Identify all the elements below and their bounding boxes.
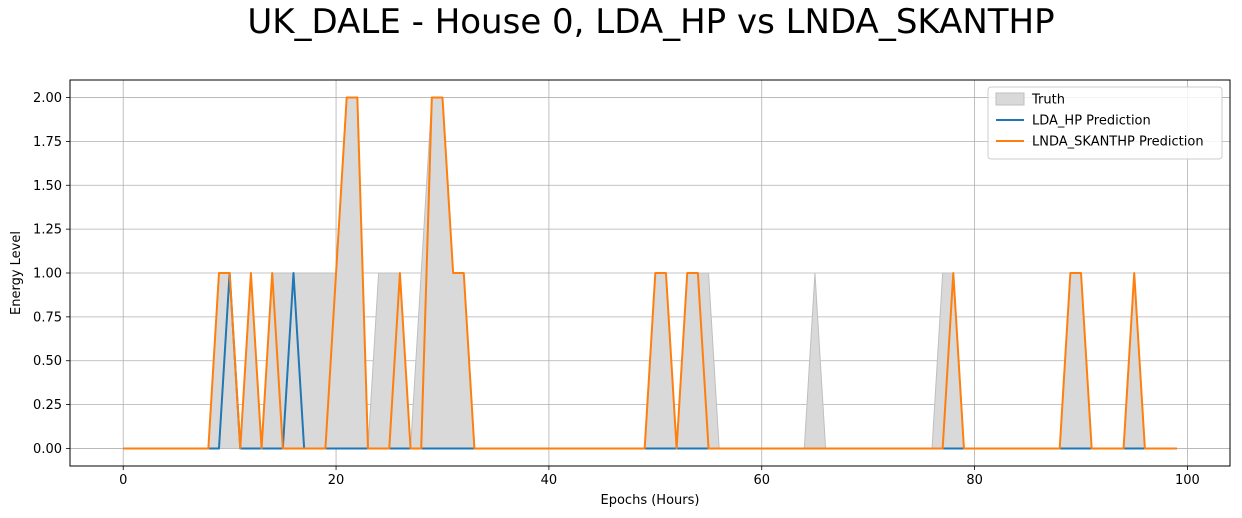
y-tick-label: 0.75 — [33, 310, 62, 325]
x-axis-label: Epochs (Hours) — [601, 493, 700, 508]
y-tick-label: 0.25 — [33, 398, 62, 413]
x-tick-label: 80 — [966, 473, 983, 488]
y-axis-label: Energy Level — [9, 231, 24, 315]
y-tick-label: 1.50 — [33, 179, 62, 194]
x-tick-label: 0 — [119, 473, 127, 488]
x-tick-label: 60 — [753, 473, 770, 488]
legend-label-lnda-skanthp-prediction: LNDA_SKANTHP Prediction — [1032, 135, 1204, 150]
legend-label-lda-hp-prediction: LDA_HP Prediction — [1032, 114, 1151, 129]
x-tick-label: 20 — [328, 473, 345, 488]
y-tick-label: 0.00 — [33, 442, 62, 457]
x-tick-label: 100 — [1175, 473, 1200, 488]
y-tick-label: 1.00 — [33, 267, 62, 282]
chart-title: UK_DALE - House 0, LDA_HP vs LNDA_SKANTH… — [247, 2, 1055, 42]
legend: Truth LDA_HP Prediction LNDA_SKANTHP Predi… — [987, 86, 1223, 160]
y-tick-label: 1.75 — [33, 135, 62, 150]
x-tick-label: 40 — [541, 473, 558, 488]
y-tick-label: 0.50 — [33, 354, 62, 369]
legend-box — [987, 86, 1223, 160]
lnda-skanthp-prediction-line — [123, 96, 1177, 450]
series-layer — [123, 96, 1177, 450]
y-tick-label: 2.00 — [33, 91, 62, 106]
x-axis-ticks: 0 20 40 60 80 100 — [119, 466, 1200, 488]
legend-swatch-truth — [995, 92, 1025, 106]
legend-label-truth: Truth — [1031, 93, 1065, 108]
y-tick-label: 1.25 — [33, 223, 62, 238]
y-axis-ticks: 0.00 0.25 0.50 0.75 1.00 1.25 1.50 1.75 2.00 — [33, 91, 70, 457]
